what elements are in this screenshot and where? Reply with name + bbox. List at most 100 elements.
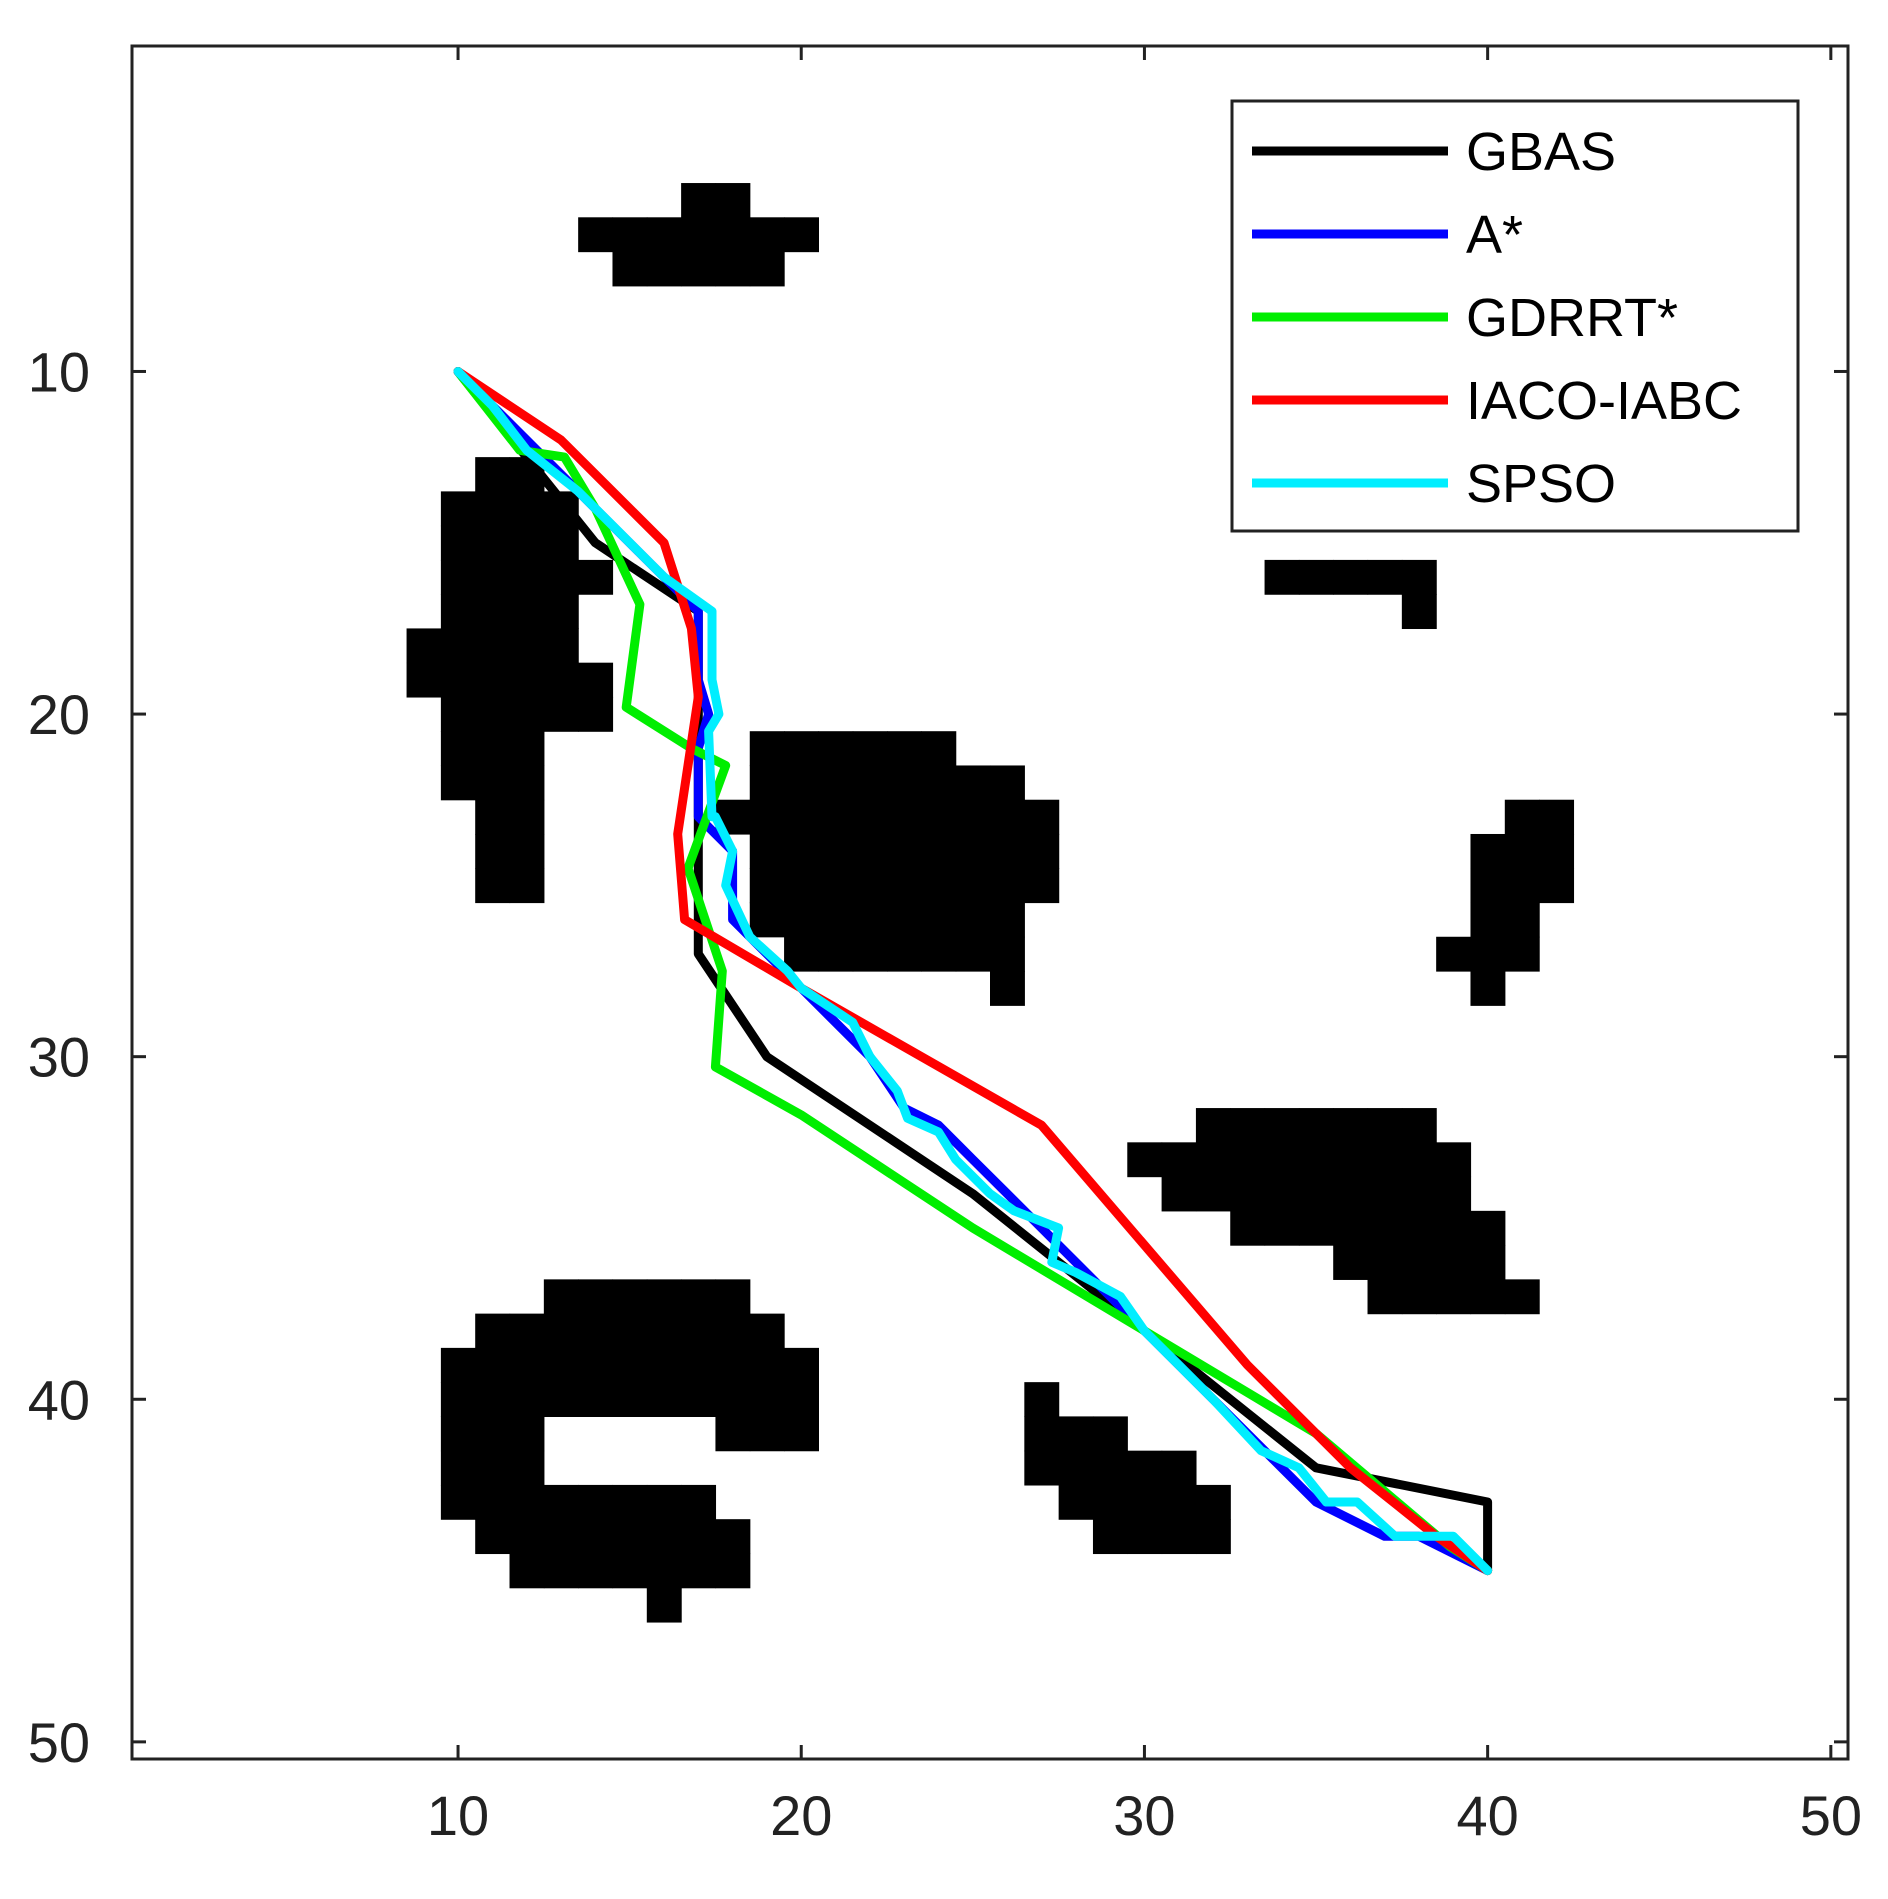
obstacle-cell <box>1092 1450 1128 1486</box>
obstacle-cell <box>1470 868 1506 904</box>
obstacle-cell <box>1195 1519 1231 1555</box>
obstacle-cell <box>1401 1245 1437 1280</box>
obstacle-cell <box>509 696 545 732</box>
obstacle-cell <box>1058 1484 1094 1520</box>
obstacle-cell <box>440 662 476 698</box>
obstacle-cell <box>509 1553 545 1589</box>
obstacle-cell <box>1333 1142 1369 1178</box>
obstacle-cell <box>612 1313 648 1349</box>
obstacle-cell <box>543 696 579 732</box>
obstacle-cell <box>990 936 1025 972</box>
obstacle-cell <box>440 1450 476 1486</box>
obstacle-cell <box>852 833 888 869</box>
obstacle-cell <box>509 628 545 664</box>
legend-box <box>1230 99 1800 533</box>
obstacle-cell <box>715 1313 751 1349</box>
obstacle-cell <box>784 799 819 835</box>
obstacle-cell <box>475 868 511 904</box>
obstacle-cell <box>1470 971 1506 1006</box>
obstacle-cell <box>681 217 717 253</box>
obstacle-cell <box>1470 833 1506 869</box>
obstacle-cell <box>1195 1142 1231 1178</box>
obstacle-cell <box>1333 1210 1369 1246</box>
obstacle-cell <box>543 1484 579 1520</box>
obstacle-cell <box>509 1382 545 1417</box>
obstacle-cell <box>646 1382 682 1417</box>
obstacle-cell <box>1539 799 1575 835</box>
obstacle-cell <box>509 525 545 561</box>
obstacle-cell <box>646 1519 682 1555</box>
y-tick-label: 10 <box>28 340 90 403</box>
obstacle-cell <box>1539 868 1575 904</box>
obstacle-cell <box>1161 1142 1197 1178</box>
obstacle-cell <box>1092 1519 1128 1555</box>
obstacle-cell <box>955 799 991 835</box>
legend-label-gdrrt: GDRRT* <box>1466 288 1678 348</box>
obstacle-cell <box>990 902 1025 938</box>
obstacle-cell <box>749 251 785 287</box>
obstacle-cell <box>1195 1108 1231 1143</box>
obstacle-cell <box>1161 1450 1197 1486</box>
obstacle-cell <box>921 799 957 835</box>
obstacle-cell <box>612 1519 648 1555</box>
obstacle-cell <box>818 731 854 767</box>
obstacle-cell <box>475 1450 511 1486</box>
obstacle-cell <box>749 902 785 938</box>
obstacle-cell <box>1230 1176 1266 1212</box>
obstacle-cell <box>543 594 579 630</box>
obstacle-cell <box>509 799 545 835</box>
obstacle-cell <box>1298 559 1334 595</box>
y-tick-label: 30 <box>28 1026 90 1089</box>
series-line-a <box>453 367 1493 1576</box>
obstacle-cell <box>715 1553 751 1589</box>
obstacle-cell <box>612 1382 648 1417</box>
obstacle-cell <box>578 217 614 253</box>
obstacle-cell <box>509 1347 545 1383</box>
obstacle-cell <box>1436 1279 1472 1315</box>
obstacle-cell <box>509 491 545 527</box>
x-tick-label: 30 <box>1113 1784 1175 1847</box>
obstacle-cell <box>440 628 476 664</box>
obstacle-cell <box>990 833 1025 869</box>
obstacle-cell <box>1401 559 1437 595</box>
obstacle-cell <box>1024 1382 1060 1417</box>
obstacle-cell <box>852 936 888 972</box>
axis-ticks: 10 20 30 40 50 10 20 30 40 50 <box>28 46 1862 1847</box>
obstacle-cell <box>818 868 854 904</box>
obstacle-cell <box>681 1382 717 1417</box>
obstacle-cell <box>887 731 922 767</box>
obstacle-cell <box>1230 1108 1266 1143</box>
obstacle-cell <box>1127 1450 1163 1486</box>
obstacle-cell <box>1470 1245 1506 1280</box>
obstacle-cell <box>509 868 545 904</box>
obstacle-cell <box>681 251 717 287</box>
obstacle-cell <box>1230 1142 1266 1178</box>
obstacle-cell <box>921 902 957 938</box>
obstacle-cell <box>509 731 545 767</box>
obstacle-cell <box>1436 1245 1472 1280</box>
obstacle-cell <box>921 936 957 972</box>
obstacle-cell <box>475 1347 511 1383</box>
series-line-gdrrt <box>453 367 1493 1576</box>
obstacle-cell <box>612 1347 648 1383</box>
obstacle-cell <box>1504 868 1540 904</box>
obstacle-cell <box>578 696 614 732</box>
obstacle-cell <box>749 868 785 904</box>
obstacle-cell <box>440 1347 476 1383</box>
obstacle-cell <box>1264 1108 1300 1143</box>
obstacle-cell <box>749 1313 785 1349</box>
x-tick-label: 20 <box>770 1784 832 1847</box>
obstacle-cell <box>475 491 511 527</box>
obstacle-cell <box>475 833 511 869</box>
obstacle-cell <box>955 833 991 869</box>
obstacle-cell <box>509 1313 545 1349</box>
obstacle-cell <box>543 525 579 561</box>
obstacle-cell <box>440 765 476 801</box>
obstacle-cell <box>1161 1519 1197 1555</box>
obstacle-cell <box>543 1279 579 1315</box>
obstacle-cell <box>543 1553 579 1589</box>
obstacle-cell <box>543 1519 579 1555</box>
path-series <box>453 367 1493 1576</box>
obstacle-cell <box>887 868 922 904</box>
obstacle-cell <box>681 1553 717 1589</box>
